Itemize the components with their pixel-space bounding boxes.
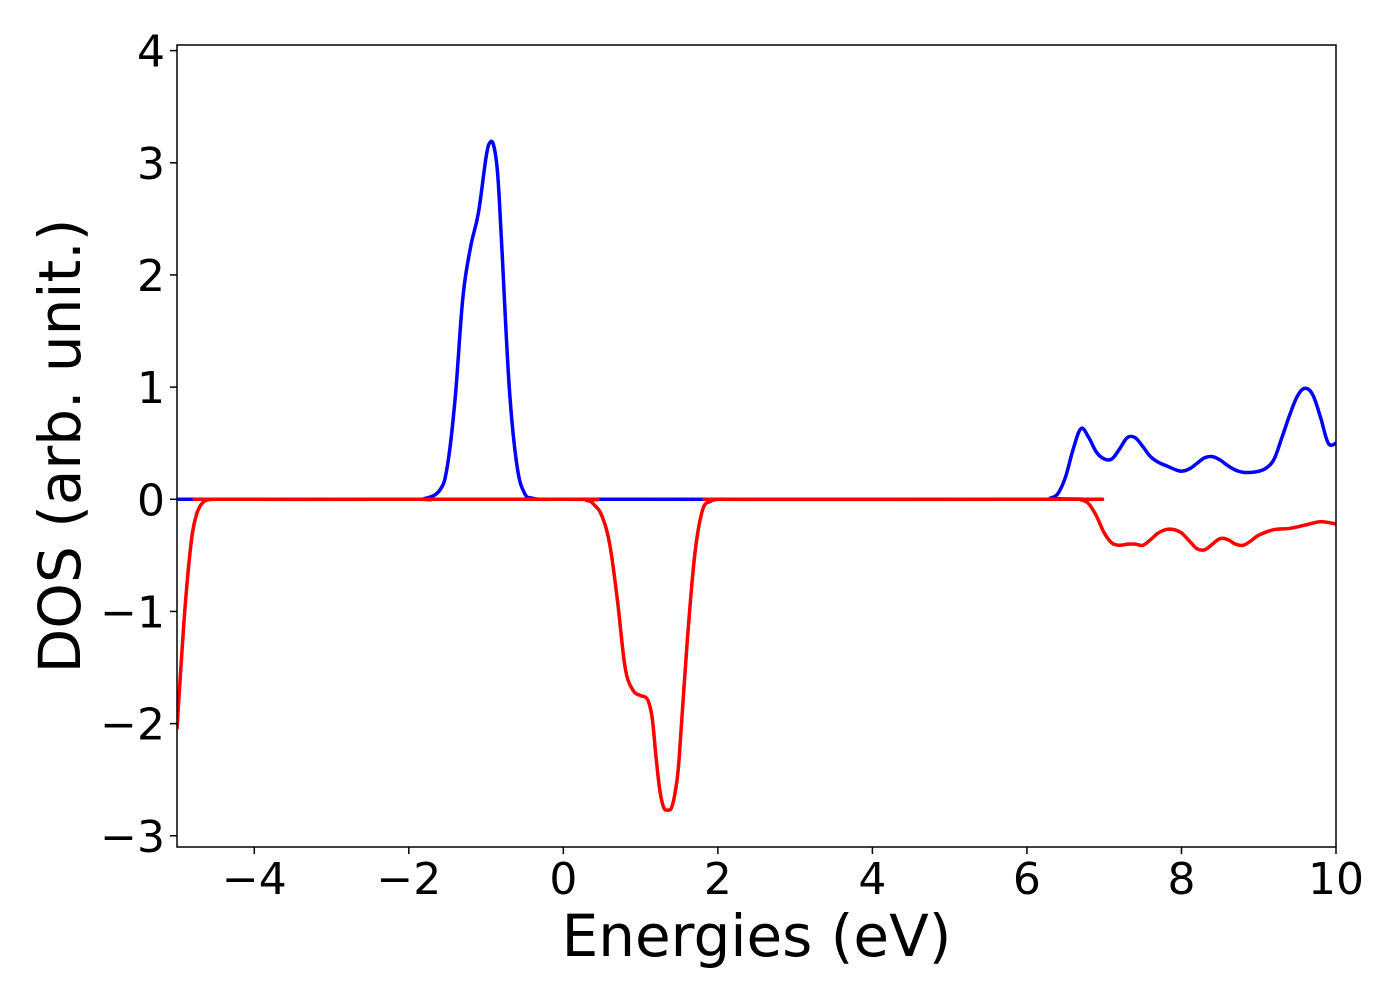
y-tick-label: 0	[137, 475, 165, 526]
x-tick-label: 2	[704, 854, 732, 905]
y-tick-label: 4	[137, 27, 165, 78]
series-layer	[177, 139, 1336, 812]
y-tick-label: 3	[137, 139, 165, 190]
series-line-2	[177, 497, 1336, 812]
x-tick-label: 4	[858, 854, 886, 905]
x-tick-label: −2	[376, 854, 441, 905]
plot-frame	[176, 44, 1337, 848]
x-tick-label: 8	[1167, 854, 1195, 905]
x-tick-label: 0	[549, 854, 577, 905]
y-tick-label: 1	[137, 363, 165, 414]
y-tick-label: 2	[137, 251, 165, 302]
y-tick-label: −2	[100, 700, 165, 751]
x-axis-ticks: −4 −2 0 2 4 6 8 10	[222, 847, 1364, 905]
y-axis-label: DOS (arb. unit.)	[26, 219, 94, 674]
x-tick-label: 6	[1013, 854, 1041, 905]
y-tick-label: −3	[100, 812, 165, 863]
x-tick-label: −4	[222, 854, 287, 905]
series-line-1	[177, 139, 1336, 502]
x-axis-label: Energies (eV)	[562, 902, 952, 970]
y-tick-label: −1	[100, 587, 165, 638]
y-axis-ticks: −3 −2 −1 0 1 2 3 4	[100, 27, 177, 863]
x-tick-label: 10	[1308, 854, 1364, 905]
